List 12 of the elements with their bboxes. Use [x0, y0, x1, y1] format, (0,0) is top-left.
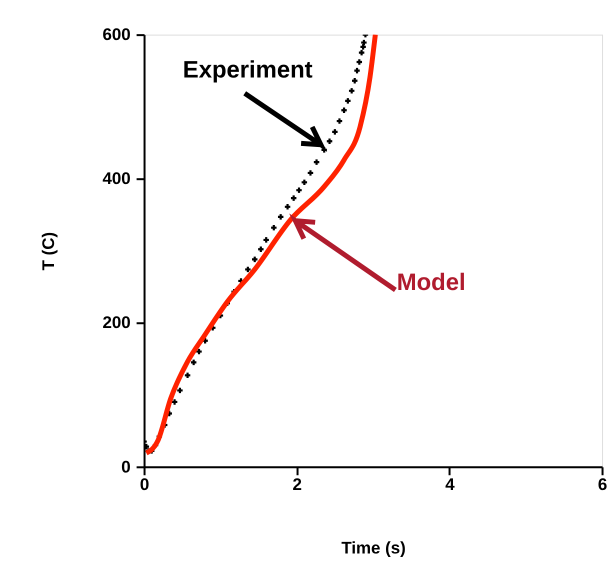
y-tick-label: 200: [102, 313, 131, 332]
y-axis-title: T (C): [38, 232, 58, 270]
annotation: Experiment: [182, 56, 313, 84]
x-tick-label: 2: [292, 475, 302, 494]
y-tick-label: 400: [102, 169, 131, 188]
annotation: Model: [396, 268, 466, 296]
y-tick-label: 0: [121, 457, 131, 476]
x-axis-title: Time (s): [341, 538, 406, 558]
x-tick-label: 4: [445, 475, 456, 494]
y-tick-label: 600: [102, 25, 131, 44]
x-tick-label: 6: [598, 475, 608, 494]
x-tick-label: 0: [140, 475, 150, 494]
